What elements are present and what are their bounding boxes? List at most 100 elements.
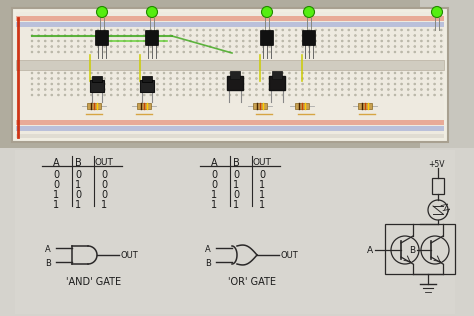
- Circle shape: [137, 51, 138, 53]
- Circle shape: [420, 46, 422, 47]
- Circle shape: [31, 77, 33, 80]
- Circle shape: [374, 94, 376, 96]
- FancyBboxPatch shape: [95, 31, 109, 46]
- Circle shape: [301, 40, 304, 42]
- Circle shape: [341, 51, 343, 53]
- Circle shape: [374, 83, 376, 85]
- Circle shape: [104, 77, 106, 80]
- Circle shape: [117, 51, 119, 53]
- Circle shape: [414, 34, 416, 37]
- Circle shape: [420, 77, 422, 80]
- Circle shape: [196, 77, 198, 80]
- Circle shape: [381, 83, 383, 85]
- Circle shape: [374, 34, 376, 37]
- Circle shape: [91, 94, 92, 96]
- Circle shape: [91, 29, 92, 31]
- Circle shape: [117, 40, 119, 42]
- Circle shape: [341, 88, 343, 90]
- Circle shape: [137, 46, 138, 47]
- Circle shape: [355, 72, 356, 74]
- Bar: [16, 12, 444, 138]
- Circle shape: [84, 51, 86, 53]
- Circle shape: [295, 29, 297, 31]
- Circle shape: [104, 72, 106, 74]
- Bar: [16, 60, 444, 70]
- Circle shape: [427, 40, 429, 42]
- Circle shape: [150, 51, 152, 53]
- FancyBboxPatch shape: [146, 31, 158, 46]
- Circle shape: [209, 77, 211, 80]
- Circle shape: [64, 51, 66, 53]
- Text: 'OR' GATE: 'OR' GATE: [228, 277, 276, 287]
- Circle shape: [308, 88, 310, 90]
- Circle shape: [407, 83, 409, 85]
- Circle shape: [176, 40, 178, 42]
- Circle shape: [328, 88, 330, 90]
- Circle shape: [156, 46, 158, 47]
- Circle shape: [64, 94, 66, 96]
- Circle shape: [269, 46, 271, 47]
- Circle shape: [242, 34, 244, 37]
- Bar: [16, 126, 444, 131]
- Circle shape: [196, 51, 198, 53]
- Text: 1: 1: [75, 180, 81, 190]
- Circle shape: [229, 94, 231, 96]
- Circle shape: [242, 83, 244, 85]
- Circle shape: [156, 94, 158, 96]
- Circle shape: [130, 83, 132, 85]
- Circle shape: [31, 94, 33, 96]
- Circle shape: [91, 46, 92, 47]
- Circle shape: [51, 29, 53, 31]
- Circle shape: [196, 94, 198, 96]
- Circle shape: [31, 72, 33, 74]
- Bar: [295, 103, 309, 109]
- Circle shape: [255, 83, 257, 85]
- Text: 1: 1: [259, 180, 265, 190]
- Circle shape: [414, 51, 416, 53]
- Circle shape: [348, 94, 350, 96]
- Circle shape: [236, 40, 237, 42]
- Circle shape: [44, 72, 46, 74]
- Circle shape: [130, 94, 132, 96]
- Circle shape: [361, 88, 363, 90]
- Circle shape: [150, 29, 152, 31]
- Circle shape: [222, 51, 224, 53]
- Circle shape: [303, 7, 315, 17]
- Circle shape: [387, 72, 390, 74]
- Circle shape: [91, 88, 92, 90]
- Circle shape: [381, 72, 383, 74]
- Circle shape: [420, 72, 422, 74]
- Circle shape: [229, 83, 231, 85]
- Circle shape: [37, 94, 40, 96]
- Circle shape: [190, 40, 191, 42]
- Circle shape: [150, 40, 152, 42]
- Circle shape: [407, 88, 409, 90]
- Circle shape: [170, 34, 172, 37]
- Circle shape: [434, 94, 436, 96]
- Circle shape: [209, 34, 211, 37]
- Circle shape: [176, 34, 178, 37]
- Circle shape: [57, 77, 59, 80]
- Circle shape: [156, 77, 158, 80]
- Circle shape: [163, 29, 165, 31]
- Text: 0: 0: [101, 190, 107, 200]
- Circle shape: [301, 83, 304, 85]
- Circle shape: [440, 34, 442, 37]
- Circle shape: [414, 88, 416, 90]
- Circle shape: [401, 51, 402, 53]
- Circle shape: [262, 88, 264, 90]
- Circle shape: [255, 46, 257, 47]
- Bar: [16, 134, 444, 138]
- Circle shape: [123, 77, 126, 80]
- Circle shape: [196, 88, 198, 90]
- Circle shape: [143, 46, 145, 47]
- Circle shape: [368, 51, 370, 53]
- Circle shape: [355, 77, 356, 80]
- Circle shape: [37, 51, 40, 53]
- Circle shape: [104, 83, 106, 85]
- Circle shape: [37, 77, 40, 80]
- Circle shape: [97, 34, 99, 37]
- Circle shape: [282, 72, 284, 74]
- Circle shape: [196, 83, 198, 85]
- Circle shape: [84, 34, 86, 37]
